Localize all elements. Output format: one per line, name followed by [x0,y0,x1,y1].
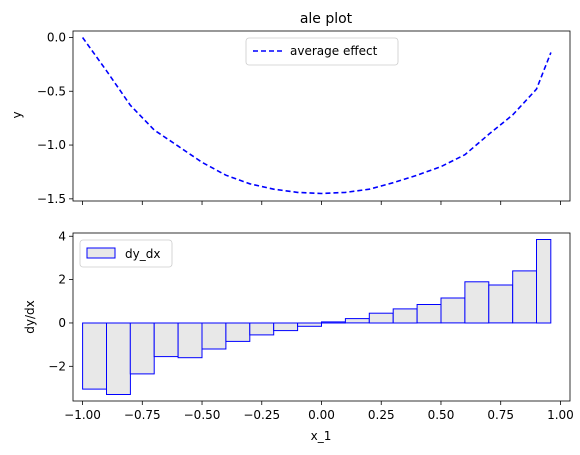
bottom-x-axis-label: x_1 [311,429,332,443]
dy-dx-bar [512,270,538,324]
bottom-x-tick-label: −0.50 [184,408,221,422]
dy-dx-bar [344,318,370,324]
average-effect-line [81,37,552,195]
top-axes-frame [72,30,571,202]
dy-dx-bar [416,304,442,324]
bottom-x-tick-label: 0.75 [487,408,514,422]
bottom-x-tick-label: 0.50 [428,408,455,422]
dy-dx-bar [297,322,323,327]
dy-dx-bar [464,281,490,324]
bottom-x-tick-label: 0.00 [308,408,335,422]
top-legend: average effect [245,37,399,66]
top-y-tick-label: −0.5 [37,84,66,98]
bottom-x-tick-label: −0.25 [243,408,280,422]
dy-dx-bar [440,297,466,324]
dy-dx-bar [106,322,131,395]
bottom-legend-swatch [86,247,116,259]
dy-dx-bar [82,322,107,390]
bottom-legend-label: dy_dx [125,247,160,261]
top-legend-box [245,37,399,66]
dy-dx-bar [368,312,394,324]
bottom-y-tick-label: −2 [48,359,66,373]
dy-dx-bar [225,322,251,342]
bottom-y-axis-label: dy/dx [23,300,37,333]
bottom-legend-box [79,239,173,268]
dy-dx-bar [153,322,179,358]
dydx-panel: dy/dx x_1 4 2 0 −2 −1.00 −0.75 −0.50 −0.25 0.00 0… [23,229,574,443]
dy-dx-bar [201,322,227,350]
bottom-y-tick-label: 0 [58,316,66,330]
dy-dx-bar [177,322,203,359]
top-y-axis-label: y [10,111,24,118]
bottom-x-tick-label: 0.25 [368,408,395,422]
dy-dx-bar [249,322,275,336]
bottom-axes-frame [72,232,571,402]
dy-dx-bar [129,322,155,375]
dy-dx-bar [488,284,514,324]
dy-dx-bar [392,308,418,324]
dy-dx-bar [273,322,299,332]
top-plot-area: 0.0 −0.5 −1.0 −1.5 [37,30,561,206]
bottom-plot-area: 4 2 0 −2 −1.00 −0.75 −0.50 −0.25 0.00 0.25 0.50 0.7… [48,229,574,422]
top-y-tick-label: 0.0 [47,30,66,44]
top-legend-label: average effect [290,44,378,58]
bottom-x-tick-label: −0.75 [124,408,161,422]
bottom-y-tick-label: 2 [58,273,66,287]
ale-plot-panel: ale plot y 0.0 −0.5 −1.0 −1.5 average effec… [10,11,571,206]
bottom-y-tick-label: 4 [58,229,66,243]
dy-dx-bar [321,321,346,324]
bottom-x-tick-label: 1.00 [547,408,574,422]
bottom-x-tick-label: −1.00 [64,408,101,422]
top-y-tick-label: −1.0 [37,138,66,152]
top-chart-title: ale plot [300,11,353,27]
bottom-legend: dy_dx [79,239,173,268]
top-y-tick-label: −1.5 [37,192,66,206]
dy-dx-bar [536,239,552,324]
